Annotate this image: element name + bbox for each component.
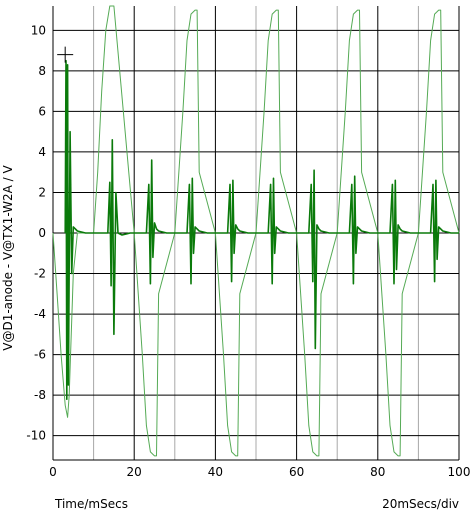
cursor-crosshair[interactable] — [57, 46, 74, 63]
x-tick-label: 0 — [49, 465, 57, 479]
y-tick-labels: 10 8 6 4 2 0 -2 -4 -6 -8 -10 — [26, 23, 46, 442]
series-1-trace — [52, 5, 460, 457]
y-tick-label: 0 — [38, 226, 46, 240]
y-tick-label: 10 — [31, 23, 46, 37]
x-tick-label: 40 — [208, 465, 223, 479]
y-axis-label: V@D1-anode - V@TX1-W2A / V — [1, 164, 15, 350]
x-tick-label: 20 — [127, 465, 142, 479]
series-2-trace — [64, 59, 459, 400]
time-scale-label: 20mSecs/div — [382, 497, 459, 511]
y-tick-label: 4 — [38, 145, 46, 159]
y-tick-label: -8 — [34, 388, 46, 402]
series-layer — [52, 5, 460, 457]
y-tick-label: 6 — [38, 104, 46, 118]
x-tick-labels: 0 20 40 60 80 100 — [49, 465, 470, 479]
x-tick-label: 60 — [289, 465, 304, 479]
x-axis-label: Time/mSecs — [54, 497, 128, 511]
x-tick-label: 80 — [370, 465, 385, 479]
y-tick-label: 8 — [38, 64, 46, 78]
x-tick-label: 100 — [448, 465, 471, 479]
y-tick-label: -6 — [34, 348, 46, 362]
y-tick-label: -10 — [26, 429, 46, 443]
y-tick-label: -4 — [34, 307, 46, 321]
y-tick-label: 2 — [38, 185, 46, 199]
y-tick-label: -2 — [34, 267, 46, 281]
